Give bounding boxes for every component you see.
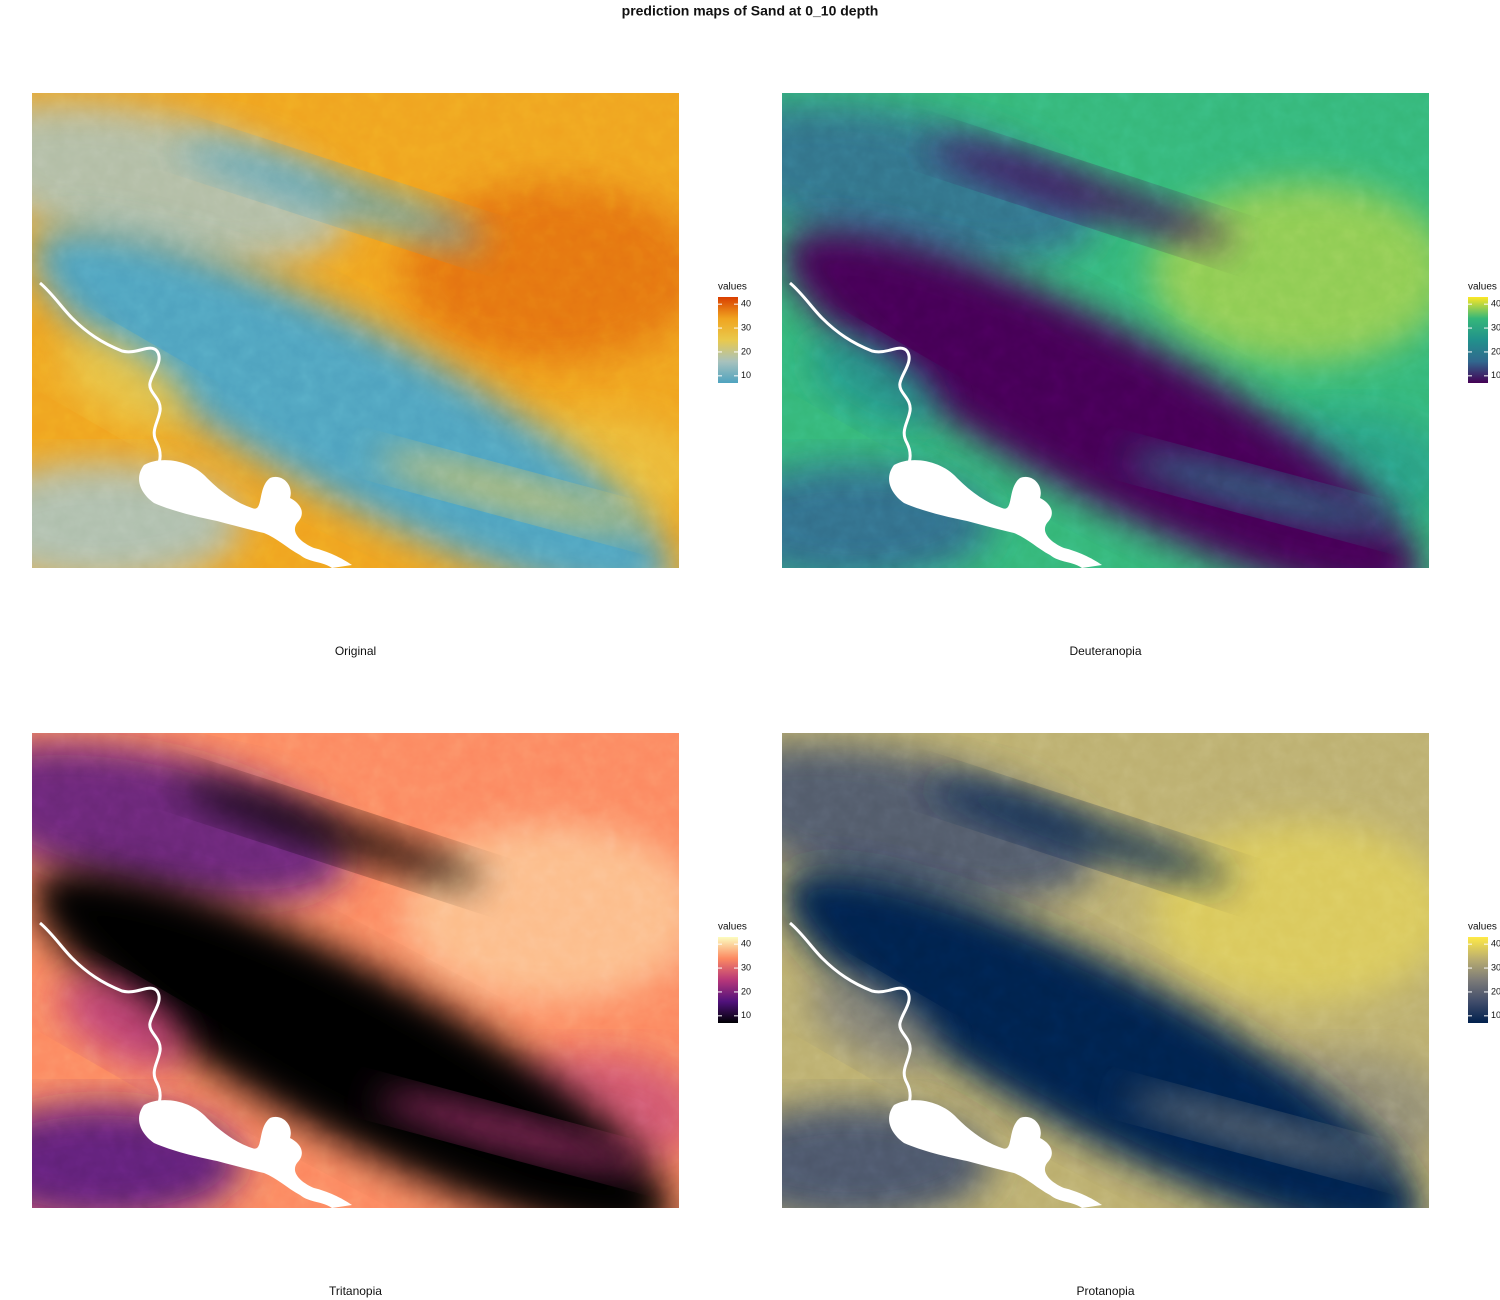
lake — [889, 460, 1102, 568]
colorbar-tick-label: 20 — [741, 986, 751, 996]
river — [789, 921, 912, 1106]
lake — [889, 1100, 1102, 1208]
colorbar-tick-label: 30 — [741, 962, 751, 972]
map-caption: Original — [335, 644, 376, 658]
colorbar — [718, 297, 738, 383]
colorbar-tick-label: 10 — [741, 1010, 751, 1020]
legend-title: values — [718, 922, 747, 933]
colorbar-tick-label: 40 — [1491, 299, 1500, 309]
colorbar-tick-label: 40 — [741, 939, 751, 949]
river — [789, 281, 912, 466]
colorbar-tick-label: 10 — [741, 370, 751, 380]
colorbar — [718, 937, 738, 1023]
river — [39, 921, 162, 1106]
colorbar-tick-label: 20 — [1491, 986, 1500, 996]
colorbar-tick-label: 10 — [1491, 370, 1500, 380]
map-caption: Deuteranopia — [1069, 644, 1141, 658]
map-panel — [782, 733, 1429, 1208]
raster — [32, 93, 679, 568]
legend-title: values — [1468, 922, 1497, 933]
map-caption: Tritanopia — [329, 1284, 382, 1298]
colorbar-tick-label: 10 — [1491, 1010, 1500, 1020]
figure-title: prediction maps of Sand at 0_10 depth — [622, 3, 879, 19]
colorbar-tick-label: 30 — [1491, 962, 1500, 972]
raster-texture — [782, 733, 1429, 1208]
raster-texture — [32, 93, 679, 568]
map-panel — [782, 93, 1429, 568]
colorbar-tick-label: 20 — [741, 346, 751, 356]
river — [39, 281, 162, 466]
colorbar-tick-label: 30 — [741, 322, 751, 332]
map-panel — [32, 733, 679, 1208]
colorbar-tick-label: 30 — [1491, 322, 1500, 332]
lake — [139, 460, 352, 568]
map-caption: Protanopia — [1076, 1284, 1134, 1298]
lake — [139, 1100, 352, 1208]
raster — [782, 733, 1429, 1208]
colorbar-tick-label: 40 — [1491, 939, 1500, 949]
legend-title: values — [1468, 282, 1497, 293]
raster-texture — [32, 733, 679, 1208]
raster — [782, 93, 1429, 568]
legend-title: values — [718, 282, 747, 293]
colorbar-tick-label: 40 — [741, 299, 751, 309]
map-panel — [32, 93, 679, 568]
colorbar-tick-label: 20 — [1491, 346, 1500, 356]
raster-texture — [782, 93, 1429, 568]
colorbar — [1468, 937, 1488, 1023]
raster — [32, 733, 679, 1208]
colorbar — [1468, 297, 1488, 383]
